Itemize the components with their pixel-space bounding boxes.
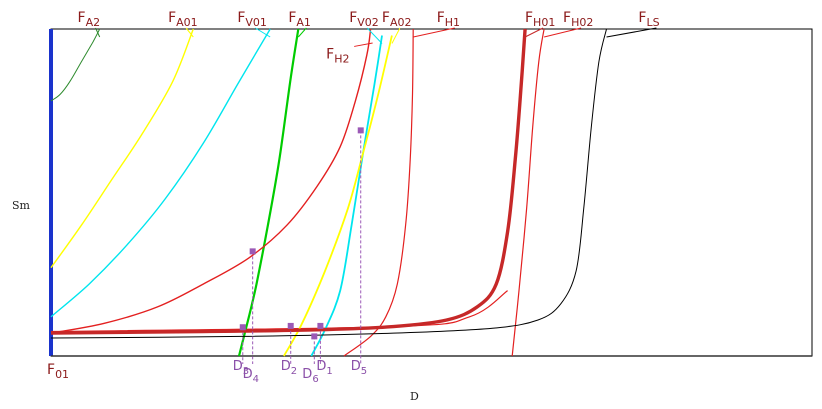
marker-d2 <box>287 322 294 329</box>
series-label-fh01: FH01 <box>525 10 555 29</box>
drop-label-d1: D1 <box>316 359 332 377</box>
baseline-curve <box>50 290 508 333</box>
x-axis-label: D <box>410 390 419 403</box>
series-fv02 <box>310 35 383 357</box>
series-label-fh02: FH02 <box>563 10 593 29</box>
series-fa02 <box>283 35 393 357</box>
leader-fh01 <box>524 27 544 38</box>
marker-d5 <box>357 127 364 134</box>
drop-label-d6: D6 <box>302 367 318 385</box>
series-fa01 <box>50 28 194 269</box>
drop-label-d3: D3 <box>233 359 249 377</box>
leader-fv02 <box>366 27 383 44</box>
marker-d3 <box>239 324 246 331</box>
leader-fh2 <box>354 42 373 47</box>
marker-d4 <box>249 248 256 255</box>
marker-d6 <box>311 333 318 340</box>
drop-label-d4: D4 <box>243 367 259 385</box>
series-label-fv01: FV01 <box>237 10 267 29</box>
series-fh1 <box>343 28 414 357</box>
leader-fa02 <box>391 27 401 44</box>
series-label-fa2: FA2 <box>78 10 101 29</box>
leader-fv01 <box>255 27 271 38</box>
series-fh2 <box>50 28 372 334</box>
series-label-fls: FLS <box>638 10 659 29</box>
series-label-fh2: FH2 <box>326 46 349 65</box>
series-label-fa1: FA1 <box>288 10 311 29</box>
drop-label-d2: D2 <box>281 359 297 377</box>
leader-fa01 <box>185 27 194 38</box>
series-fa2 <box>50 28 101 102</box>
leader-fa1 <box>297 27 307 38</box>
series-fls <box>50 28 607 339</box>
series-label-fa02: FA02 <box>382 10 412 29</box>
series-label-fa01: FA01 <box>168 10 198 29</box>
series-fa1 <box>237 28 300 357</box>
leader-fh1 <box>413 27 455 38</box>
series-fh02 <box>511 28 545 357</box>
drop-label-d5: D5 <box>351 359 367 377</box>
plot-frame <box>50 28 813 357</box>
leader-fh02 <box>544 27 582 38</box>
origin-label: F01 <box>47 362 69 381</box>
series-fh01 <box>50 28 527 335</box>
leader-fa2 <box>95 27 101 38</box>
leader-fls <box>606 27 657 38</box>
series-fv01 <box>50 28 271 318</box>
marker-d1 <box>317 322 324 329</box>
y-axis-label: Sm <box>12 199 31 212</box>
series-label-fv02: FV02 <box>349 10 379 29</box>
series-label-fh1: FH1 <box>437 10 460 29</box>
